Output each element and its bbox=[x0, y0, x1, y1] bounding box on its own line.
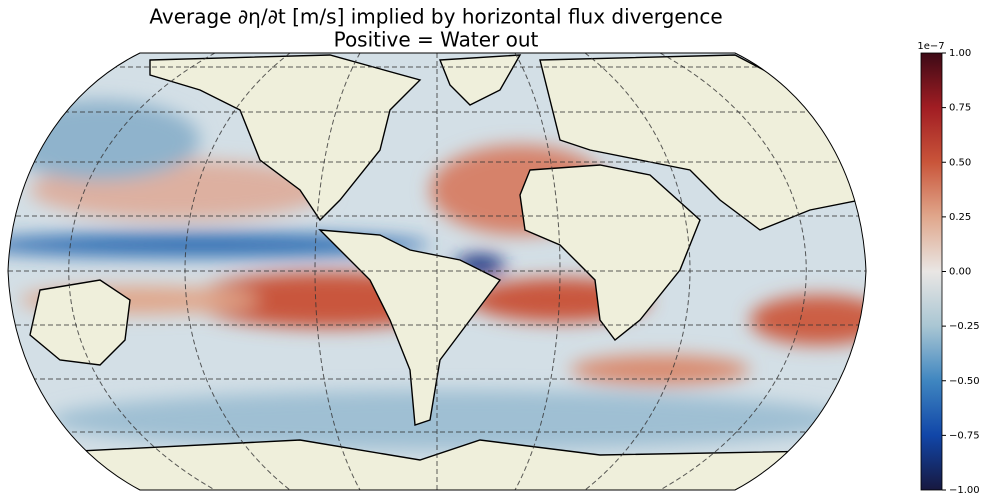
land bbox=[8, 439, 866, 490]
colorbar-tick-label: 1.00 bbox=[949, 48, 971, 59]
colorbar-tick-label: −0.75 bbox=[949, 430, 980, 441]
colorbar-tick-label: 0.25 bbox=[949, 212, 971, 223]
grid-line bbox=[8, 66, 866, 433]
land bbox=[29, 279, 131, 366]
map bbox=[8, 53, 866, 490]
colorbar-tick-label: −0.25 bbox=[949, 321, 980, 332]
colorbar-offset: 1e−7 bbox=[917, 41, 944, 52]
subtitle: Positive = Water out bbox=[334, 28, 539, 52]
colorbar bbox=[920, 52, 943, 491]
colorbar-tick-label: −1.00 bbox=[949, 485, 980, 496]
grid-line bbox=[68, 53, 807, 490]
land bbox=[318, 229, 502, 426]
colorbar-tick-label: 0.00 bbox=[949, 267, 971, 278]
land bbox=[149, 54, 422, 222]
land bbox=[519, 164, 701, 341]
colorbar-tick-label: 0.50 bbox=[949, 157, 971, 168]
colorbar-tick-label: −0.50 bbox=[949, 376, 980, 387]
colorbar-tick-label: 0.75 bbox=[949, 103, 971, 114]
title: Average ∂η/∂t [m/s] implied by horizonta… bbox=[149, 5, 722, 29]
map-outline bbox=[7, 52, 867, 491]
